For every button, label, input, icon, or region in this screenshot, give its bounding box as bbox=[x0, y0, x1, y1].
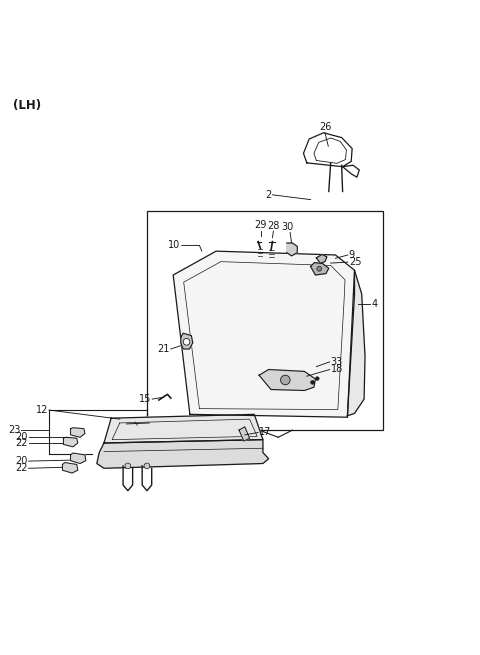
Circle shape bbox=[281, 375, 290, 384]
Polygon shape bbox=[71, 428, 85, 438]
Circle shape bbox=[315, 377, 319, 381]
Polygon shape bbox=[63, 438, 78, 447]
Polygon shape bbox=[316, 255, 327, 263]
Text: 9: 9 bbox=[349, 250, 355, 260]
Text: (LH): (LH) bbox=[13, 100, 41, 113]
Polygon shape bbox=[97, 440, 269, 468]
Polygon shape bbox=[239, 427, 250, 441]
Circle shape bbox=[125, 463, 131, 469]
Polygon shape bbox=[62, 462, 78, 473]
Text: 33: 33 bbox=[331, 357, 343, 367]
Text: 26: 26 bbox=[319, 122, 331, 132]
Polygon shape bbox=[173, 251, 355, 417]
Circle shape bbox=[183, 339, 190, 345]
Polygon shape bbox=[311, 263, 329, 275]
Circle shape bbox=[317, 267, 322, 271]
Text: 18: 18 bbox=[331, 364, 343, 375]
Polygon shape bbox=[104, 415, 263, 443]
Text: 4: 4 bbox=[371, 299, 377, 309]
Polygon shape bbox=[348, 271, 365, 417]
Circle shape bbox=[144, 463, 150, 469]
Text: 22: 22 bbox=[15, 438, 28, 449]
Text: 25: 25 bbox=[349, 257, 361, 267]
Bar bbox=[147, 210, 383, 430]
Polygon shape bbox=[71, 453, 86, 464]
Text: 23: 23 bbox=[8, 425, 21, 435]
Polygon shape bbox=[259, 369, 315, 390]
Polygon shape bbox=[287, 243, 297, 256]
Text: 2: 2 bbox=[265, 190, 272, 200]
Text: 29: 29 bbox=[254, 219, 266, 230]
Text: 21: 21 bbox=[157, 344, 169, 354]
Polygon shape bbox=[181, 333, 193, 349]
Text: 15: 15 bbox=[139, 394, 151, 404]
Text: 10: 10 bbox=[168, 240, 180, 250]
Text: 12: 12 bbox=[36, 405, 48, 415]
Circle shape bbox=[311, 381, 314, 384]
Text: 22: 22 bbox=[15, 463, 28, 474]
Text: 20: 20 bbox=[15, 456, 28, 466]
Text: 30: 30 bbox=[282, 222, 294, 232]
Text: 17: 17 bbox=[259, 428, 272, 438]
Text: 28: 28 bbox=[267, 221, 279, 231]
Text: 20: 20 bbox=[15, 432, 28, 441]
